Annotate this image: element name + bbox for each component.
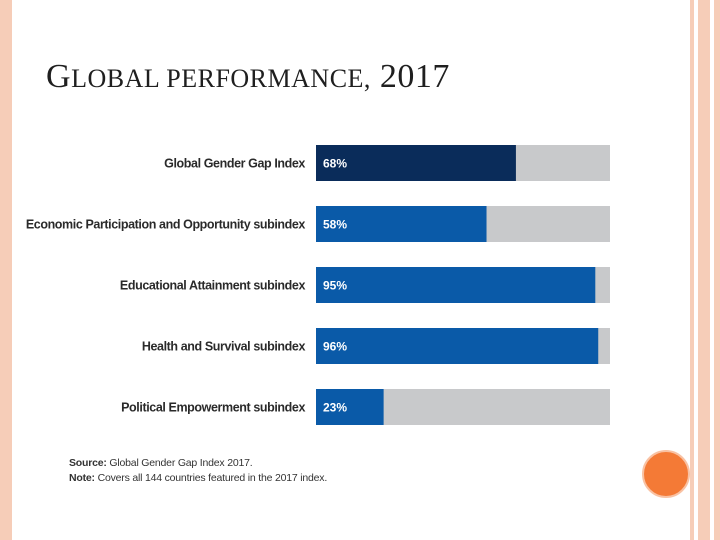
note-text: Covers all 144 countries featured in the…: [97, 472, 328, 484]
category-label: Political Empowerment subindex: [121, 401, 305, 415]
slide-title: Global performance, 2017: [46, 58, 450, 96]
bar-value-label: 96%: [323, 340, 347, 354]
category-label: Educational Attainment subindex: [120, 279, 306, 293]
bar-value-label: 58%: [323, 218, 347, 232]
bar-value-label: 95%: [323, 279, 347, 293]
note-line: Note: Covers all 144 countries featured …: [69, 471, 327, 486]
title-rest: lobal performance,: [71, 64, 371, 93]
source-line: Source: Global Gender Gap Index 2017.: [69, 456, 327, 471]
chart-footnote: Source: Global Gender Gap Index 2017. No…: [69, 456, 327, 486]
left-frame-border: [0, 0, 12, 540]
bar-value: [316, 267, 596, 303]
right-frame-border: [698, 0, 710, 540]
bar-value: [316, 328, 599, 364]
category-label: Economic Participation and Opportunity s…: [26, 218, 306, 232]
category-label: Global Gender Gap Index: [164, 157, 305, 171]
bar-value: [316, 206, 487, 242]
bar-value: [316, 389, 384, 425]
right-frame-border: [714, 0, 720, 540]
decorative-circle: [642, 450, 690, 498]
bar-value-label: 23%: [323, 401, 347, 415]
title-year: 2017: [379, 58, 450, 95]
right-frame-border: [690, 0, 694, 540]
note-label: Note:: [69, 472, 95, 484]
source-label: Source:: [69, 457, 107, 469]
bar-value-label: 68%: [323, 157, 347, 171]
title-initial: G: [46, 58, 72, 95]
source-text: Global Gender Gap Index 2017.: [109, 457, 253, 469]
category-label: Health and Survival subindex: [142, 340, 306, 354]
bar-value: [316, 145, 516, 181]
